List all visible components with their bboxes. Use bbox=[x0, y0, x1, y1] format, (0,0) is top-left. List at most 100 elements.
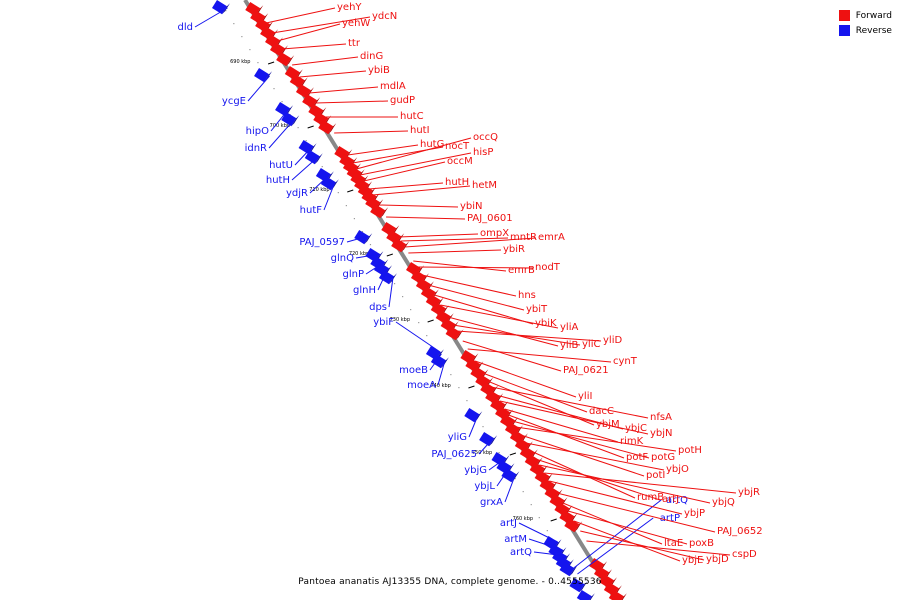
gene-face bbox=[304, 150, 320, 165]
forward-leader bbox=[428, 284, 525, 311]
forward-gene-label-ybit: ybiT bbox=[526, 304, 548, 315]
forward-gene-label-poxb: poxB bbox=[689, 538, 714, 549]
forward-gene-label-ybjd: ybjD bbox=[706, 554, 729, 565]
gene-side bbox=[621, 593, 627, 600]
tick-label: 690 kbp bbox=[230, 59, 250, 65]
forward-gene-glyph bbox=[276, 52, 295, 67]
scale-dot bbox=[530, 504, 532, 506]
scale-dot bbox=[297, 127, 299, 129]
forward-leader bbox=[404, 237, 537, 248]
scale-dot bbox=[361, 231, 364, 233]
scale-dot bbox=[410, 309, 412, 311]
forward-gene-label-ylib: yliB bbox=[560, 340, 578, 351]
forward-gene-label-ompx: ompX bbox=[480, 228, 509, 239]
reverse-leader bbox=[577, 517, 654, 575]
forward-leader bbox=[434, 294, 534, 325]
reverse-gene-label-artp: artP bbox=[660, 513, 680, 524]
tick-label: 760 kbp bbox=[513, 516, 533, 522]
forward-gene-label-occq: occQ bbox=[473, 132, 498, 143]
reverse-leader bbox=[355, 253, 380, 259]
reverse-gene-label-dps: dps bbox=[369, 302, 387, 313]
reverse-leader bbox=[294, 145, 314, 166]
forward-leader bbox=[363, 161, 446, 182]
reverse-leader bbox=[247, 75, 270, 102]
gene-face bbox=[430, 354, 446, 369]
forward-gene-label-potf: potF bbox=[626, 452, 648, 463]
reverse-leader bbox=[573, 499, 662, 569]
gene-face bbox=[354, 230, 370, 245]
forward-leader bbox=[580, 530, 705, 561]
gene-face bbox=[378, 270, 394, 285]
scale-dot bbox=[233, 23, 235, 25]
forward-gene-label-dacc: dacC bbox=[589, 406, 614, 417]
forward-gene-label-noct: nocT bbox=[445, 141, 470, 152]
reverse-gene-label-ydjr: ydjR bbox=[286, 188, 308, 199]
tick-label: 750 kbp bbox=[472, 450, 492, 456]
tick-mark bbox=[468, 385, 475, 389]
forward-leader bbox=[282, 43, 347, 50]
reverse-leader bbox=[309, 173, 331, 194]
forward-leader bbox=[378, 204, 459, 208]
reverse-gene-label-hutu: hutU bbox=[269, 160, 293, 171]
forward-leader bbox=[474, 360, 577, 398]
forward-gene-label-occm: occM bbox=[447, 156, 473, 167]
gene-face bbox=[281, 112, 297, 127]
gene-face bbox=[445, 326, 461, 341]
tick-mark bbox=[509, 452, 517, 456]
forward-leader bbox=[512, 420, 650, 459]
reverse-gene-label-ybjl: ybjL bbox=[474, 481, 495, 492]
forward-gene-label-emrb: emrB bbox=[508, 265, 535, 276]
forward-gene-label-ltae: ltaE bbox=[664, 538, 683, 549]
forward-leader bbox=[315, 100, 389, 104]
gene-face bbox=[559, 562, 575, 577]
forward-leader bbox=[467, 348, 612, 363]
reverse-leader bbox=[488, 457, 507, 471]
gene-side bbox=[380, 207, 389, 219]
forward-gene-label-nodt: nodT bbox=[535, 262, 561, 273]
forward-gene-label-paj-0601: PAJ_0601 bbox=[467, 213, 513, 224]
gene-side bbox=[574, 521, 583, 533]
forward-leader bbox=[508, 414, 625, 459]
reverse-gene-label-artq: artQ bbox=[510, 547, 532, 558]
forward-leader bbox=[525, 442, 665, 471]
gene-side bbox=[364, 233, 373, 245]
tick-mark bbox=[347, 189, 354, 193]
reverse-leader bbox=[395, 321, 441, 353]
reverse-gene-label-artq: artQ bbox=[666, 495, 688, 506]
forward-gene-label-hns: hns bbox=[518, 290, 536, 301]
reverse-leader bbox=[270, 107, 290, 132]
reverse-gene-label-ycge: ycgE bbox=[222, 96, 246, 107]
reverse-gene-glyph bbox=[430, 354, 449, 369]
gene-side bbox=[489, 435, 498, 447]
gene-side bbox=[589, 593, 595, 600]
reverse-gene-label-artm: artM bbox=[504, 534, 527, 545]
reverse-leader bbox=[518, 522, 558, 543]
reverse-gene-label-paj-0597: PAJ_0597 bbox=[299, 237, 345, 248]
reverse-leader bbox=[533, 551, 567, 557]
forward-leader bbox=[462, 340, 562, 372]
tick-mark bbox=[267, 61, 275, 65]
gene-face bbox=[576, 590, 592, 600]
reverse-gene-label-ybjg: ybjG bbox=[464, 465, 487, 476]
forward-leader bbox=[266, 7, 336, 24]
scale-dot bbox=[482, 426, 484, 428]
forward-leader bbox=[360, 152, 472, 176]
gene-face bbox=[464, 408, 480, 423]
forward-gene-label-ylid: yliD bbox=[603, 335, 622, 346]
reverse-gene-label-hipo: hipO bbox=[246, 126, 269, 137]
forward-gene-label-hutc: hutC bbox=[400, 111, 424, 122]
reverse-gene-glyph bbox=[281, 112, 300, 127]
forward-gene-label-ybjp: ybjP bbox=[684, 508, 705, 519]
scale-dot bbox=[402, 296, 404, 298]
tick-label: 730 kbp bbox=[390, 317, 410, 323]
reverse-leader bbox=[388, 275, 394, 308]
forward-gene-label-ttr: ttr bbox=[348, 38, 361, 49]
gene-face bbox=[569, 578, 585, 593]
gene-side bbox=[440, 357, 449, 369]
scale-dot bbox=[514, 478, 516, 480]
caption: Pantoea ananatis AJ13355 DNA, complete g… bbox=[298, 577, 602, 587]
tick-label: 720 kbp bbox=[349, 251, 369, 257]
forward-gene-label-gudp: gudP bbox=[390, 95, 415, 106]
legend-reverse-label: Reverse bbox=[855, 25, 892, 36]
